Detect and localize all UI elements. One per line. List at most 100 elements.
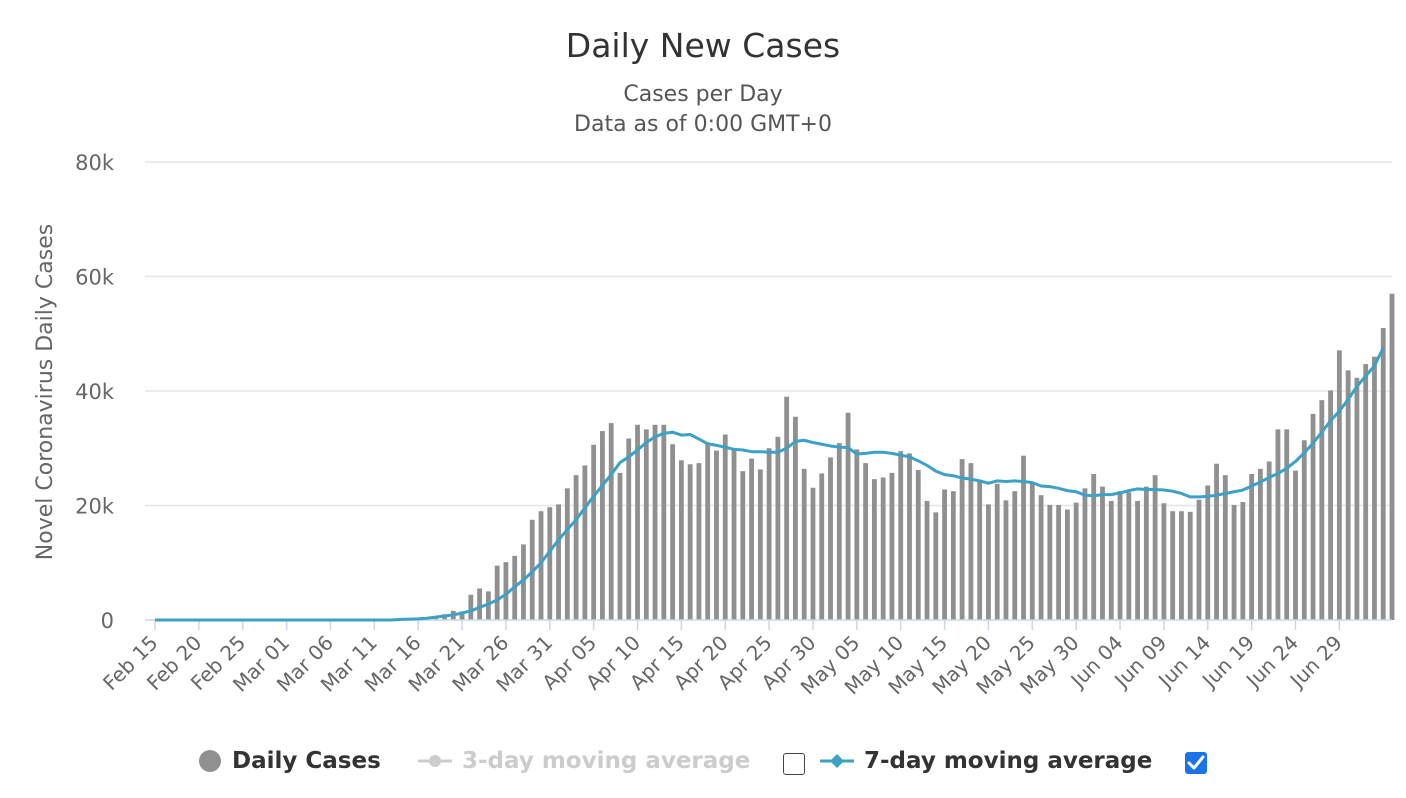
bar[interactable]	[1389, 293, 1395, 620]
bar[interactable]	[740, 471, 746, 620]
bar[interactable]	[819, 473, 825, 620]
bar[interactable]	[687, 464, 693, 620]
bar[interactable]	[854, 449, 860, 620]
legend-3-day-moving-average[interactable]: 3-day moving average	[418, 744, 750, 778]
bar[interactable]	[538, 511, 544, 620]
bar[interactable]	[1380, 328, 1386, 620]
bar[interactable]	[1100, 486, 1105, 620]
bar[interactable]	[1275, 429, 1281, 620]
bar[interactable]	[1310, 413, 1316, 620]
legend-7-day-moving-average[interactable]: 7-day moving average	[820, 744, 1152, 778]
bar[interactable]	[714, 450, 719, 620]
bar[interactable]	[845, 412, 851, 620]
bar[interactable]	[591, 444, 597, 620]
bar[interactable]	[670, 444, 676, 620]
bar[interactable]	[863, 463, 869, 620]
bar[interactable]	[950, 491, 956, 620]
bar[interactable]	[1143, 486, 1149, 620]
legend-daily-cases[interactable]: Daily Cases	[198, 744, 381, 778]
checkbox-3-day[interactable]	[783, 753, 805, 775]
bar[interactable]	[635, 424, 640, 620]
bar[interactable]	[880, 477, 886, 620]
bar[interactable]	[1161, 503, 1167, 620]
bar[interactable]	[766, 448, 772, 620]
bar[interactable]	[1328, 390, 1334, 620]
bar[interactable]	[757, 469, 763, 620]
bar[interactable]	[871, 479, 877, 620]
bar[interactable]	[1064, 509, 1070, 620]
bar[interactable]	[521, 544, 526, 620]
bar[interactable]	[828, 457, 833, 620]
bar[interactable]	[1319, 400, 1325, 620]
bar[interactable]	[1301, 440, 1307, 620]
bar[interactable]	[775, 436, 781, 620]
bar[interactable]	[924, 500, 930, 620]
bar[interactable]	[889, 472, 895, 620]
bar[interactable]	[1082, 488, 1088, 620]
bar[interactable]	[1029, 482, 1035, 620]
bar[interactable]	[1266, 461, 1272, 620]
bar[interactable]	[617, 472, 623, 620]
bar[interactable]	[977, 482, 983, 620]
bar[interactable]	[1038, 495, 1044, 620]
bar[interactable]	[477, 588, 483, 620]
bar[interactable]	[468, 594, 474, 620]
bar[interactable]	[661, 424, 667, 620]
bar[interactable]	[1012, 491, 1018, 620]
bar[interactable]	[494, 565, 500, 620]
bar[interactable]	[1231, 504, 1237, 620]
bar[interactable]	[1240, 502, 1246, 620]
bar[interactable]	[994, 483, 1000, 620]
bar[interactable]	[652, 424, 658, 620]
checkbox-7-day[interactable]	[1185, 752, 1207, 774]
bar[interactable]	[503, 562, 509, 620]
bar[interactable]	[1179, 511, 1184, 620]
bar[interactable]	[1056, 504, 1062, 620]
bar[interactable]	[1047, 504, 1053, 620]
bar[interactable]	[968, 463, 974, 620]
bar[interactable]	[459, 611, 465, 620]
bar[interactable]	[1363, 364, 1369, 620]
bar[interactable]	[696, 463, 702, 620]
bar[interactable]	[1073, 502, 1079, 620]
bar[interactable]	[582, 465, 588, 620]
bar[interactable]	[898, 451, 904, 620]
bar[interactable]	[731, 449, 737, 620]
bar[interactable]	[1205, 485, 1211, 620]
bar[interactable]	[1187, 511, 1193, 620]
bar[interactable]	[722, 434, 728, 620]
bar[interactable]	[1336, 350, 1342, 620]
bar[interactable]	[749, 458, 754, 620]
bar[interactable]	[547, 507, 553, 620]
bar[interactable]	[1214, 463, 1219, 620]
bar[interactable]	[793, 416, 798, 620]
bar[interactable]	[1021, 455, 1026, 620]
bar[interactable]	[1170, 511, 1176, 620]
bar[interactable]	[1345, 370, 1351, 620]
bar[interactable]	[810, 487, 816, 620]
bar[interactable]	[1257, 468, 1263, 620]
bar[interactable]	[556, 504, 561, 620]
bar[interactable]	[1117, 491, 1123, 620]
bar[interactable]	[1003, 500, 1009, 620]
bar[interactable]	[1354, 377, 1360, 620]
bar[interactable]	[942, 489, 947, 620]
bar[interactable]	[933, 512, 939, 620]
bar[interactable]	[836, 443, 842, 620]
bar[interactable]	[564, 488, 570, 620]
bar[interactable]	[485, 591, 491, 620]
bar[interactable]	[1293, 470, 1298, 620]
bar[interactable]	[907, 453, 912, 620]
bar[interactable]	[1249, 474, 1255, 620]
bar[interactable]	[1135, 500, 1140, 620]
bar[interactable]	[1126, 492, 1132, 620]
bar[interactable]	[986, 504, 991, 620]
bar[interactable]	[1222, 475, 1228, 620]
bar[interactable]	[1284, 429, 1290, 620]
bar[interactable]	[573, 475, 579, 620]
bar[interactable]	[643, 429, 649, 620]
bar[interactable]	[608, 423, 614, 620]
bar[interactable]	[801, 468, 807, 620]
bar[interactable]	[678, 460, 684, 620]
bar[interactable]	[600, 431, 605, 620]
